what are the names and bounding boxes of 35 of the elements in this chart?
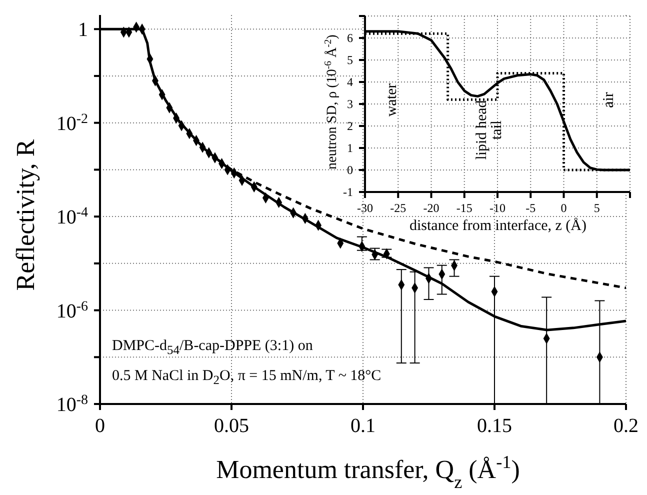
x-tick-label: 0.2	[614, 415, 638, 437]
x-tick-label: 0	[560, 201, 567, 215]
x-tick-label: 0.15	[477, 415, 512, 437]
y-tick-label: 1	[78, 19, 88, 42]
annotation: air	[601, 92, 618, 108]
x-tick-label: -30	[357, 201, 373, 215]
annotation: tail	[489, 120, 506, 140]
y-tick-label: 4	[347, 75, 353, 90]
x-axis-title: Momentum transfer, Q$_{z}$ (Å$^{-1}$)	[216, 452, 520, 492]
x-tick-label: 0	[95, 415, 105, 437]
y-tick-label: 10$^{-4}$	[56, 205, 88, 229]
y-axis-title: Reflectivity, R	[11, 138, 40, 291]
y-tick-label: 5	[347, 53, 353, 68]
y-tick-label: 0	[347, 163, 353, 178]
annotation: DMPC-d$_{54}$/B-cap-DPPE (3:1) on	[112, 337, 314, 359]
x-tick-label: 5	[594, 201, 600, 215]
y-tick-label: 3	[347, 97, 353, 112]
x-tick-label: -20	[423, 201, 440, 215]
y-tick-label: 10$^{-6}$	[56, 298, 88, 322]
x-tick-label: 0.05	[214, 415, 249, 437]
annotation: water	[384, 83, 400, 117]
y-tick-label: 10$^{-2}$	[56, 111, 88, 135]
x-axis-title: distance from interface, z (Å)	[410, 217, 586, 234]
x-tick-label: -15	[456, 201, 472, 215]
x-tick-label: -25	[390, 201, 406, 215]
x-tick-label: -10	[490, 201, 506, 215]
y-tick-label: 1	[347, 141, 353, 156]
y-tick-label: 10$^{-8}$	[56, 392, 88, 416]
y-tick-label: 2	[347, 119, 353, 134]
annotation: lipid head	[474, 100, 490, 160]
annotation: 0.5 M NaCl in D$_{2}$O, π = 15 mN/m, T ~ 18°C	[112, 367, 382, 389]
x-tick-label: -5	[526, 201, 536, 215]
x-tick-label: 0.1	[350, 415, 376, 437]
y-tick-label: -1	[343, 185, 353, 200]
y-tick-label: 6	[347, 31, 353, 46]
